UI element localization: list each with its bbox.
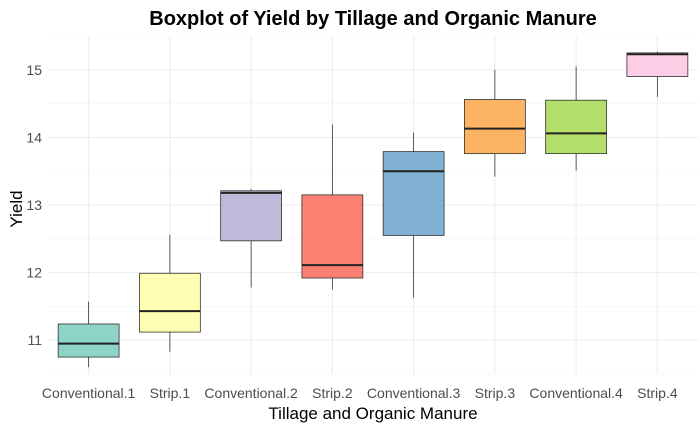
box-Conventional.2 [220, 188, 282, 288]
y-tick-labels: 11 12 13 14 15 [26, 62, 42, 348]
box-Conventional.1 [57, 301, 120, 368]
x-tick-label: Strip.4 [637, 385, 678, 401]
box-Strip.3 [464, 69, 526, 177]
x-tick-label: Conventional.1 [42, 385, 136, 401]
x-tick-label: Strip.3 [475, 385, 516, 401]
y-tick-label: 13 [26, 197, 42, 213]
chart-title: Boxplot of Yield by Tillage and Organic … [149, 8, 596, 30]
x-tick-label: Strip.2 [312, 385, 353, 401]
y-tick-label: 14 [26, 129, 42, 145]
box-body [301, 194, 364, 279]
box-body [464, 99, 526, 155]
box-Conventional.3 [382, 132, 445, 298]
box-Conventional.4 [545, 66, 607, 171]
box-body [626, 52, 689, 77]
y-axis-title: Yield [7, 190, 26, 227]
x-tick-label: Strip.1 [150, 385, 191, 401]
y-tick-label: 15 [26, 62, 42, 78]
y-tick-label: 11 [27, 332, 42, 348]
x-axis-title: Tillage and Organic Manure [268, 404, 477, 423]
x-tick-label: Conventional.4 [529, 385, 623, 401]
boxes [57, 51, 689, 368]
box-body [382, 151, 445, 236]
x-tick-label: Conventional.2 [204, 385, 298, 401]
box-body [57, 323, 120, 358]
box-body [139, 272, 201, 333]
x-tick-label: Conventional.3 [367, 385, 461, 401]
x-tick-labels: Conventional.1 Strip.1 Conventional.2 Strip… [42, 385, 678, 401]
y-tick-label: 12 [26, 265, 42, 281]
box-Strip.1 [139, 234, 201, 352]
box-Strip.2 [301, 124, 364, 290]
box-body [220, 190, 282, 242]
box-body [545, 99, 607, 155]
box-Strip.4 [626, 51, 689, 97]
